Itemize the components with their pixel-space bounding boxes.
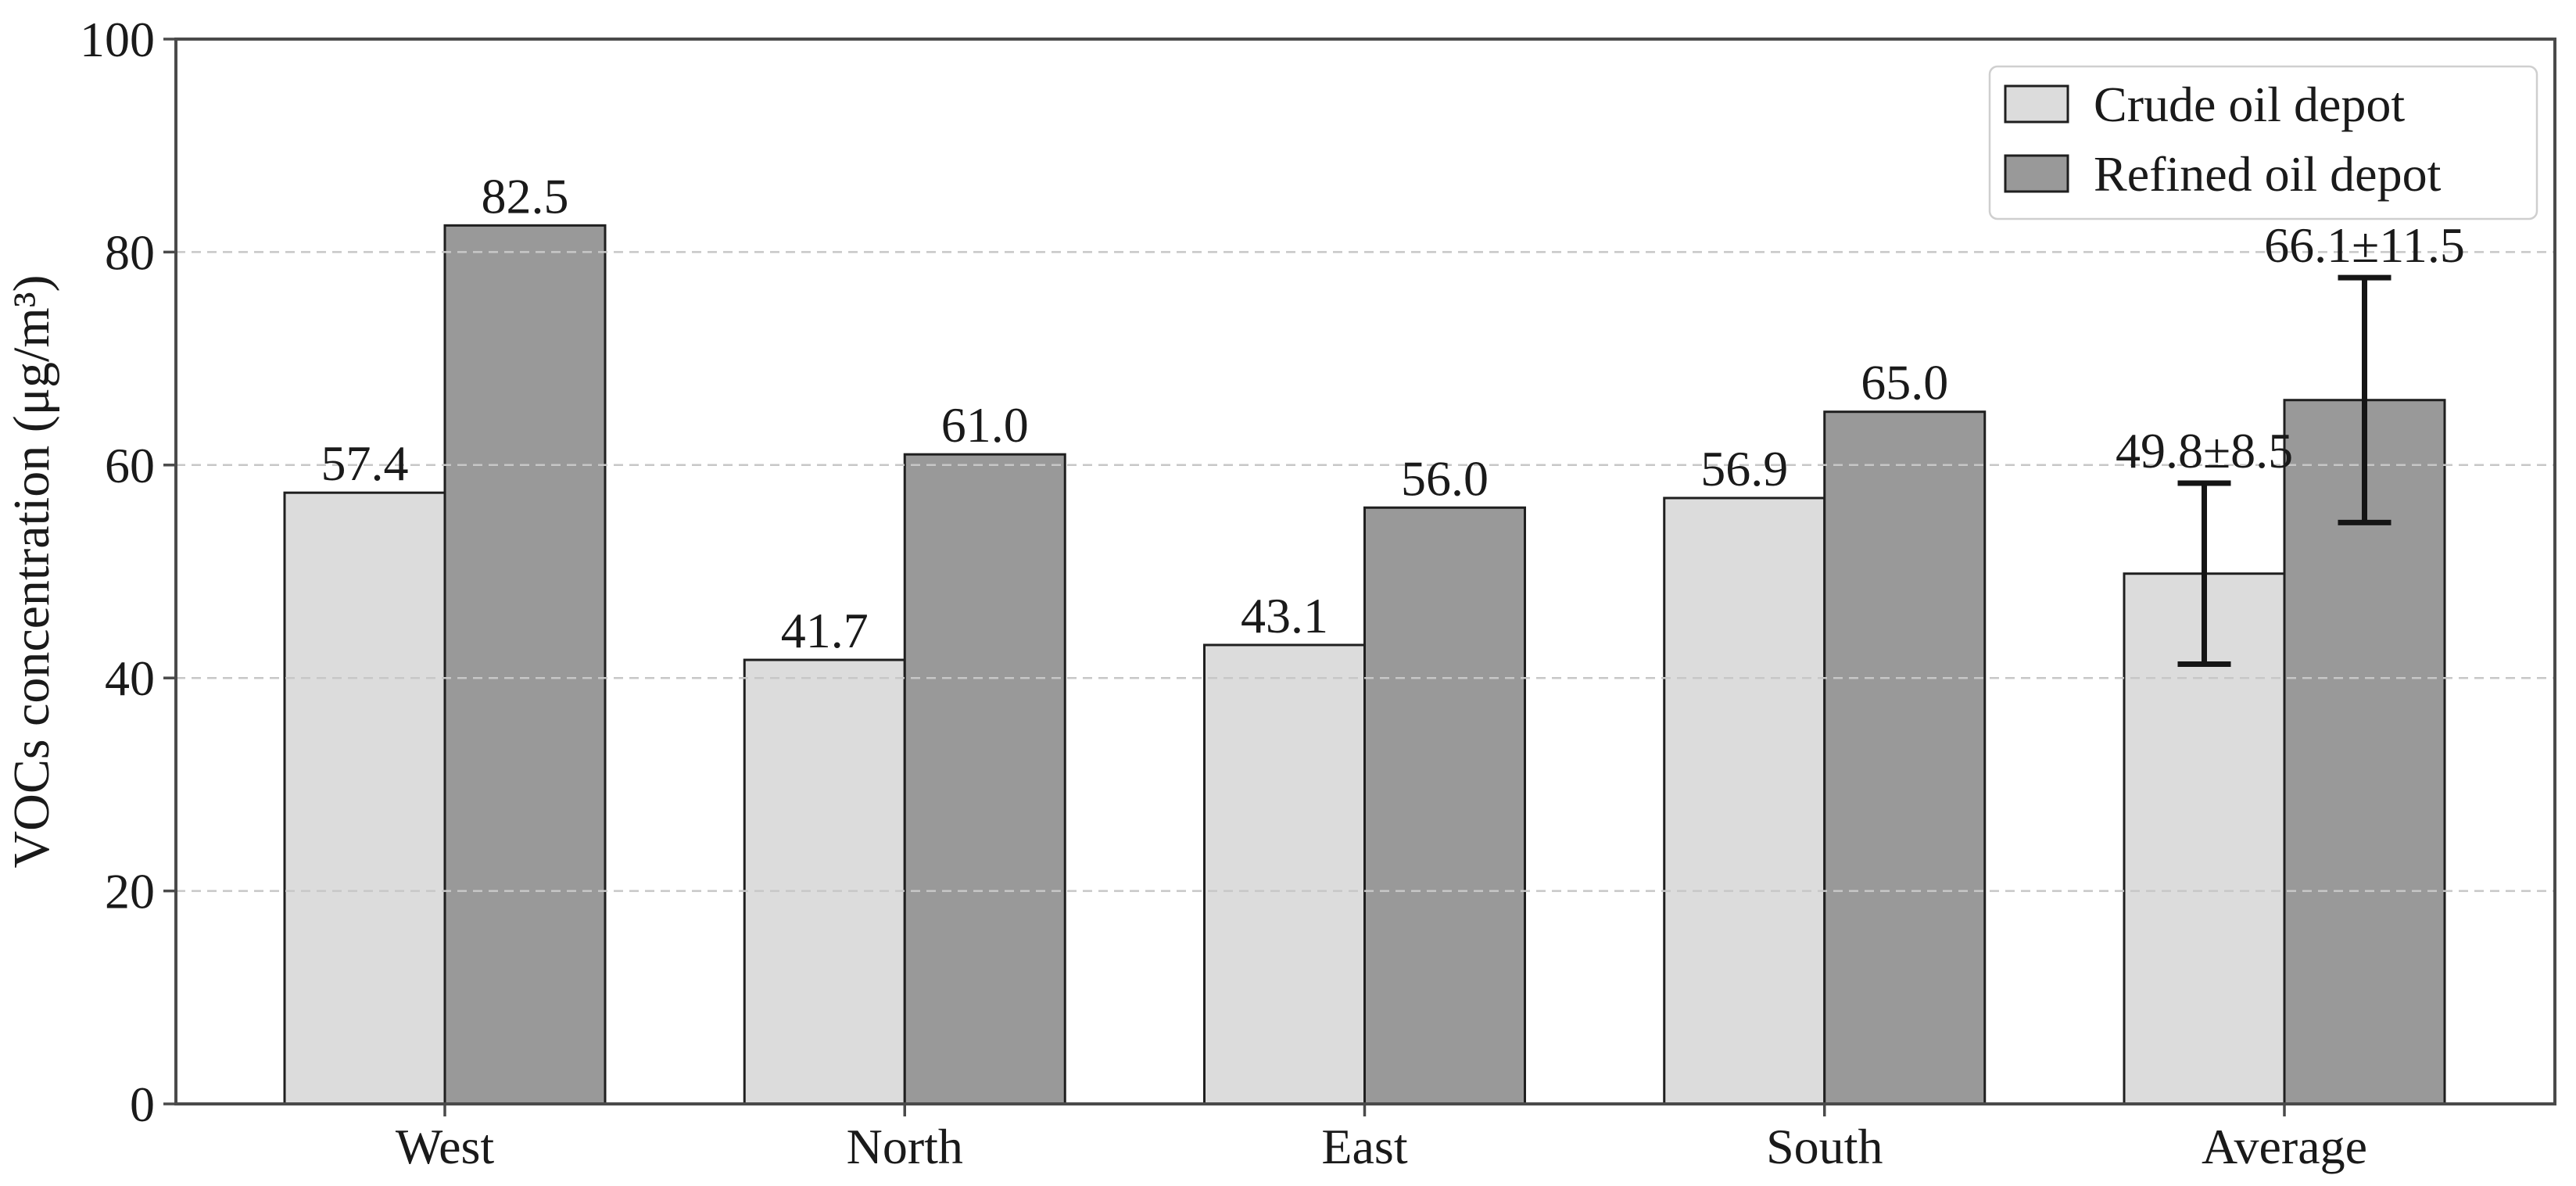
bar-east-refined-oil-depot xyxy=(1363,506,1526,1105)
legend-label-crude-oil-depot: Crude oil depot xyxy=(2094,77,2405,132)
value-label-north-crude-oil-depot: 41.7 xyxy=(781,603,869,658)
value-label-average-refined-oil-depot: 66.1±11.5 xyxy=(2264,217,2465,273)
y-tick-label-40: 40 xyxy=(105,650,155,706)
value-label-west-crude-oil-depot: 57.4 xyxy=(321,435,409,491)
y-tick-label-100: 100 xyxy=(80,12,155,67)
bar-west-crude-oil-depot xyxy=(283,491,446,1105)
value-label-east-refined-oil-depot: 56.0 xyxy=(1401,450,1489,506)
x-tick-label-west: West xyxy=(396,1119,495,1174)
value-label-west-refined-oil-depot: 82.5 xyxy=(482,168,569,224)
value-label-north-refined-oil-depot: 61.0 xyxy=(941,397,1029,453)
y-tick-label-60: 60 xyxy=(105,438,155,493)
legend-box xyxy=(1988,65,2538,220)
bar-west-refined-oil-depot xyxy=(443,224,607,1105)
bar-south-crude-oil-depot xyxy=(1663,496,1826,1105)
y-tick-label-80: 80 xyxy=(105,224,155,280)
value-label-average-crude-oil-depot: 49.8±8.5 xyxy=(2116,423,2293,478)
x-tick-label-average: Average xyxy=(2202,1119,2367,1174)
bar-east-crude-oil-depot xyxy=(1203,643,1366,1105)
bar-north-refined-oil-depot xyxy=(903,453,1066,1105)
x-tick-label-north: North xyxy=(847,1119,963,1174)
bar-north-crude-oil-depot xyxy=(743,658,906,1105)
y-tick-label-0: 0 xyxy=(130,1077,155,1132)
legend-swatch-refined-oil-depot xyxy=(2004,154,2069,193)
bar-south-refined-oil-depot xyxy=(1823,410,1987,1105)
legend-label-refined-oil-depot: Refined oil depot xyxy=(2094,146,2442,202)
legend-swatch-crude-oil-depot xyxy=(2004,84,2069,124)
value-label-south-crude-oil-depot: 56.9 xyxy=(1700,441,1788,496)
value-label-east-crude-oil-depot: 43.1 xyxy=(1241,588,1328,643)
y-axis-title: VOCs concentration (μg/m³) xyxy=(3,275,60,869)
value-label-south-refined-oil-depot: 65.0 xyxy=(1861,355,1948,410)
x-tick-label-south: South xyxy=(1766,1119,1883,1174)
y-tick-label-20: 20 xyxy=(105,864,155,919)
x-tick-label-east: East xyxy=(1321,1119,1407,1174)
